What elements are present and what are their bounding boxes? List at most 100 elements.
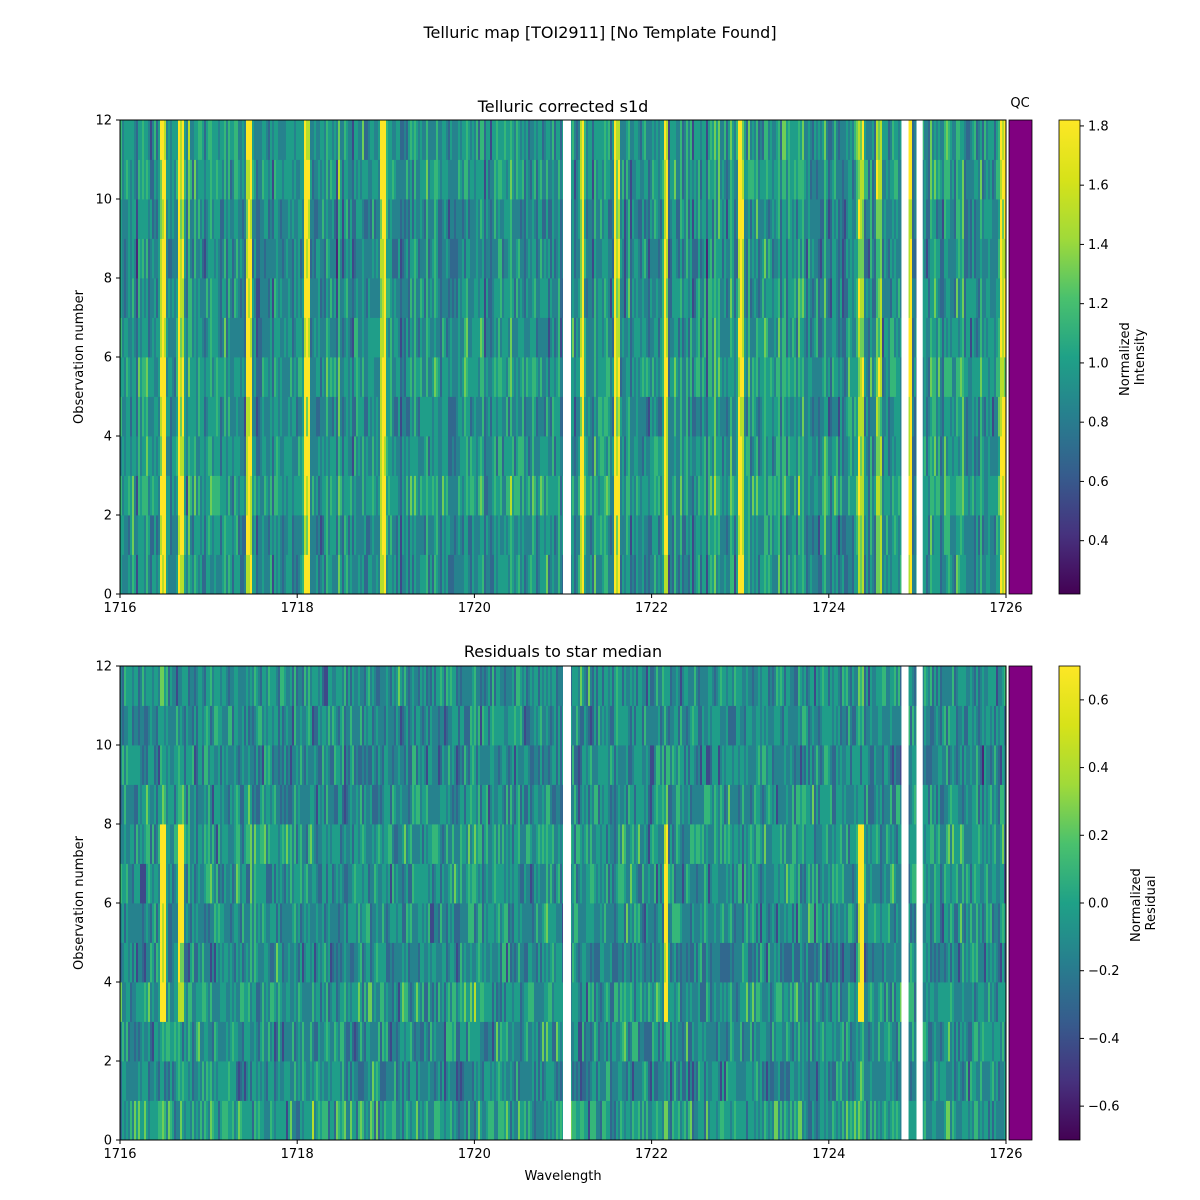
heatmap-cell — [580, 278, 583, 318]
heatmap-cell — [418, 278, 421, 318]
heatmap-cell — [174, 475, 177, 516]
heatmap-cell — [662, 199, 665, 239]
heatmap-cell — [398, 357, 401, 397]
heatmap-cell — [162, 515, 165, 555]
heatmap-cell — [964, 278, 967, 318]
heatmap-cell — [862, 159, 865, 200]
heatmap-cell — [880, 357, 883, 397]
heatmap-cell — [436, 199, 439, 239]
heatmap-cell — [352, 436, 355, 476]
heatmap-cell — [454, 475, 457, 516]
heatmap-cell — [132, 515, 135, 555]
heatmap-cell — [558, 357, 561, 397]
heatmap-cell — [962, 475, 965, 516]
heatmap-cell — [986, 238, 989, 279]
heatmap-cell — [488, 357, 491, 397]
heatmap-cell — [252, 238, 255, 279]
heatmap-cell — [892, 317, 895, 358]
heatmap-cell — [420, 238, 423, 279]
heatmap-cell — [818, 317, 821, 358]
heatmap-cell — [816, 396, 819, 437]
heatmap-cell — [526, 278, 529, 318]
heatmap-cell — [550, 357, 553, 397]
heatmap-cell — [408, 159, 411, 200]
heatmap-cell — [712, 357, 715, 397]
heatmap-cell — [578, 278, 581, 318]
heatmap-cell — [362, 278, 365, 318]
heatmap-cell — [772, 238, 775, 279]
heatmap-cell — [694, 357, 697, 397]
heatmap-cell — [148, 317, 151, 358]
heatmap-cell — [612, 238, 615, 279]
heatmap-cell — [702, 199, 705, 239]
heatmap-cell — [838, 238, 841, 279]
heatmap-cell — [216, 357, 219, 397]
heatmap-cell — [150, 238, 153, 279]
heatmap-cell — [846, 199, 849, 239]
heatmap-cell — [992, 238, 995, 279]
heatmap-cell — [176, 554, 179, 594]
heatmap-cell — [438, 554, 441, 594]
heatmap-cell — [624, 357, 627, 397]
heatmap-cell — [898, 396, 901, 437]
heatmap-cell — [452, 317, 455, 358]
heatmap-cell — [764, 396, 767, 437]
heatmap-cell — [450, 396, 453, 437]
heatmap-cell — [126, 238, 129, 279]
heatmap-cell — [848, 475, 851, 516]
heatmap-cell — [132, 278, 135, 318]
heatmap-cell — [718, 554, 721, 594]
heatmap-cell — [430, 199, 433, 239]
heatmap-cell — [456, 396, 459, 437]
heatmap-cell — [278, 317, 281, 358]
heatmap-cell — [462, 199, 465, 239]
heatmap-cell — [604, 475, 607, 516]
heatmap-cell — [318, 317, 321, 358]
heatmap-cell — [864, 238, 867, 279]
heatmap-cell — [852, 475, 855, 516]
heatmap-cell — [696, 238, 699, 279]
heatmap-cell — [336, 317, 339, 358]
heatmap-cell — [300, 357, 303, 397]
heatmap-cell — [696, 357, 699, 397]
heatmap-cell — [996, 515, 999, 555]
heatmap-cell — [936, 238, 939, 279]
heatmap-cell — [450, 475, 453, 516]
heatmap-cell — [264, 238, 267, 279]
heatmap-cell — [348, 436, 351, 476]
heatmap-cell — [450, 199, 453, 239]
heatmap-cell — [544, 475, 547, 516]
heatmap-cell — [736, 278, 739, 318]
heatmap-cell — [438, 515, 441, 555]
heatmap-cell — [376, 238, 379, 279]
heatmap-cell — [872, 317, 875, 358]
heatmap-cell — [646, 396, 649, 437]
heatmap-cell — [866, 396, 869, 437]
heatmap-cell — [990, 199, 993, 239]
heatmap-cell — [316, 396, 319, 437]
heatmap-cell — [250, 396, 253, 437]
heatmap-cell — [396, 475, 399, 516]
heatmap-cell — [814, 554, 817, 594]
heatmap-cell — [696, 554, 699, 594]
heatmap-cell — [672, 159, 675, 200]
heatmap-cell — [944, 357, 947, 397]
heatmap-cell — [546, 554, 549, 594]
heatmap-cell — [532, 278, 535, 318]
heatmap-cell — [1004, 357, 1006, 397]
heatmap-cell — [944, 515, 947, 555]
heatmap-cell — [762, 475, 765, 516]
heatmap-cell — [226, 515, 229, 555]
heatmap-cell — [532, 396, 535, 437]
heatmap-cell — [738, 436, 741, 476]
heatmap-cell — [262, 238, 265, 279]
heatmap-cell — [512, 475, 515, 516]
heatmap-cell — [292, 120, 295, 160]
heatmap-cell — [928, 554, 931, 594]
heatmap-cell — [478, 238, 481, 279]
heatmap-cell — [148, 120, 151, 160]
heatmap-cell — [130, 554, 133, 594]
heatmap-cell — [308, 317, 311, 358]
heatmap-cell — [372, 554, 375, 594]
